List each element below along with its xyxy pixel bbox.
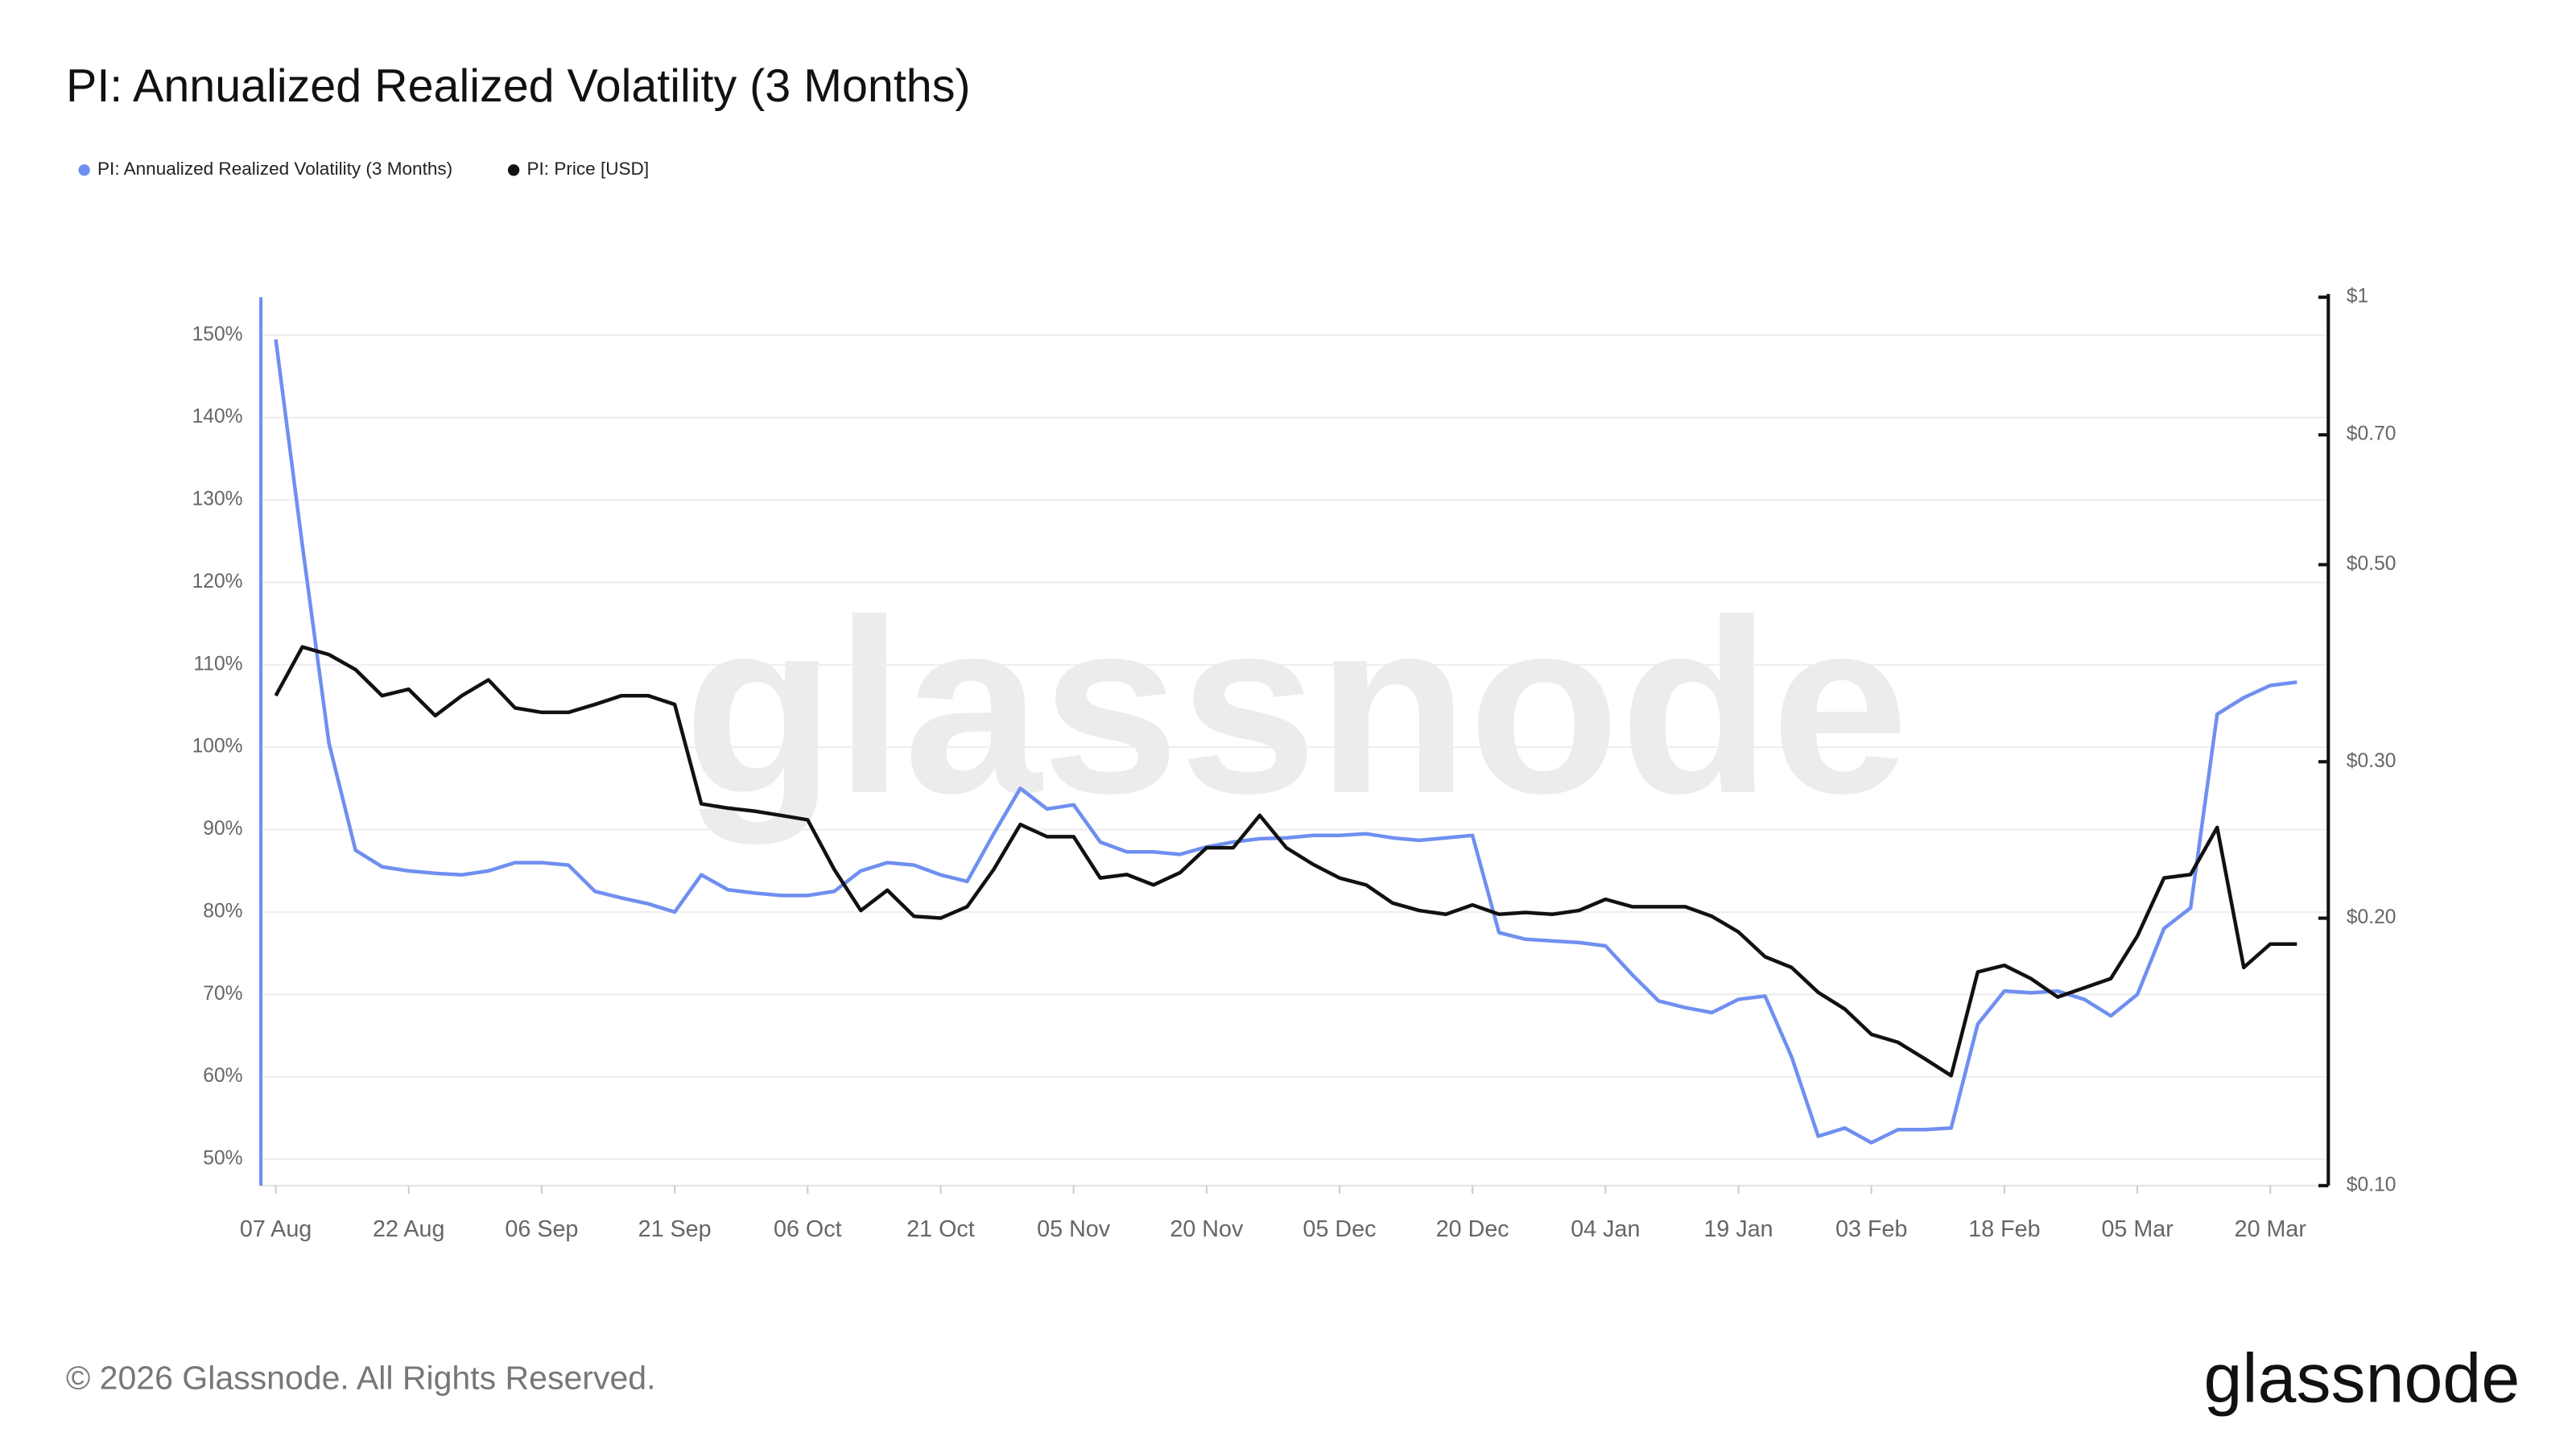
series-line <box>274 339 2297 1145</box>
y-tick-label: 50% <box>203 1148 242 1170</box>
chart-title: PI: Annualized Realized Volatility (3 Mo… <box>66 60 971 112</box>
logo: glassnode <box>2204 1340 2520 1418</box>
legend-marker <box>507 164 520 176</box>
x-tick-label: 05 Nov <box>1037 1216 1111 1242</box>
x-tick-label: 21 Oct <box>906 1216 975 1242</box>
x-tick-label: 20 Mar <box>2235 1216 2307 1242</box>
series-line <box>274 645 2297 1078</box>
y2-tick-label: $0.50 <box>2347 553 2396 575</box>
y-tick-label: 80% <box>203 900 242 922</box>
x-tick-label: 05 Mar <box>2101 1216 2174 1242</box>
legend-label: PI: Price [USD] <box>526 159 649 179</box>
watermark: glassnode <box>683 568 1909 846</box>
y2-tick-label: $0.30 <box>2347 750 2396 772</box>
y-tick-label: 150% <box>192 324 243 345</box>
y2-tick-label: $0.20 <box>2347 906 2396 928</box>
x-tick-label: 18 Feb <box>1968 1216 2040 1242</box>
y-tick-label: 110% <box>193 653 242 675</box>
y-tick-label: 130% <box>192 489 243 510</box>
x-tick-label: 06 Oct <box>774 1216 842 1242</box>
x-tick-label: 03 Feb <box>1835 1216 1907 1242</box>
y2-tick-label: $0.70 <box>2347 423 2396 445</box>
x-tick-label: 21 Sep <box>638 1216 712 1242</box>
x-tick-label: 20 Nov <box>1170 1216 1244 1242</box>
x-tick-label: 05 Dec <box>1303 1216 1377 1242</box>
y-tick-label: 140% <box>192 406 243 427</box>
y-tick-label: 120% <box>192 571 243 592</box>
x-tick-label: 04 Jan <box>1571 1216 1640 1242</box>
x-tick-label: 20 Dec <box>1436 1216 1509 1242</box>
y2-tick-label: $0.10 <box>2347 1174 2396 1195</box>
legend-marker <box>78 164 90 176</box>
legend-label: PI: Annualized Realized Volatility (3 Mo… <box>97 159 452 179</box>
y-tick-label: 60% <box>203 1065 242 1087</box>
x-tick-label: 07 Aug <box>240 1216 312 1242</box>
x-tick-label: 22 Aug <box>373 1216 444 1242</box>
y-tick-label: 70% <box>203 983 242 1005</box>
y-tick-label: 100% <box>192 736 243 758</box>
y-tick-label: 90% <box>203 818 242 840</box>
x-tick-label: 19 Jan <box>1703 1216 1773 1242</box>
x-tick-label: 06 Sep <box>505 1216 578 1242</box>
footer: © 2026 Glassnode. All Rights Reserved. <box>66 1360 655 1397</box>
y2-tick-label: $1 <box>2347 286 2368 308</box>
